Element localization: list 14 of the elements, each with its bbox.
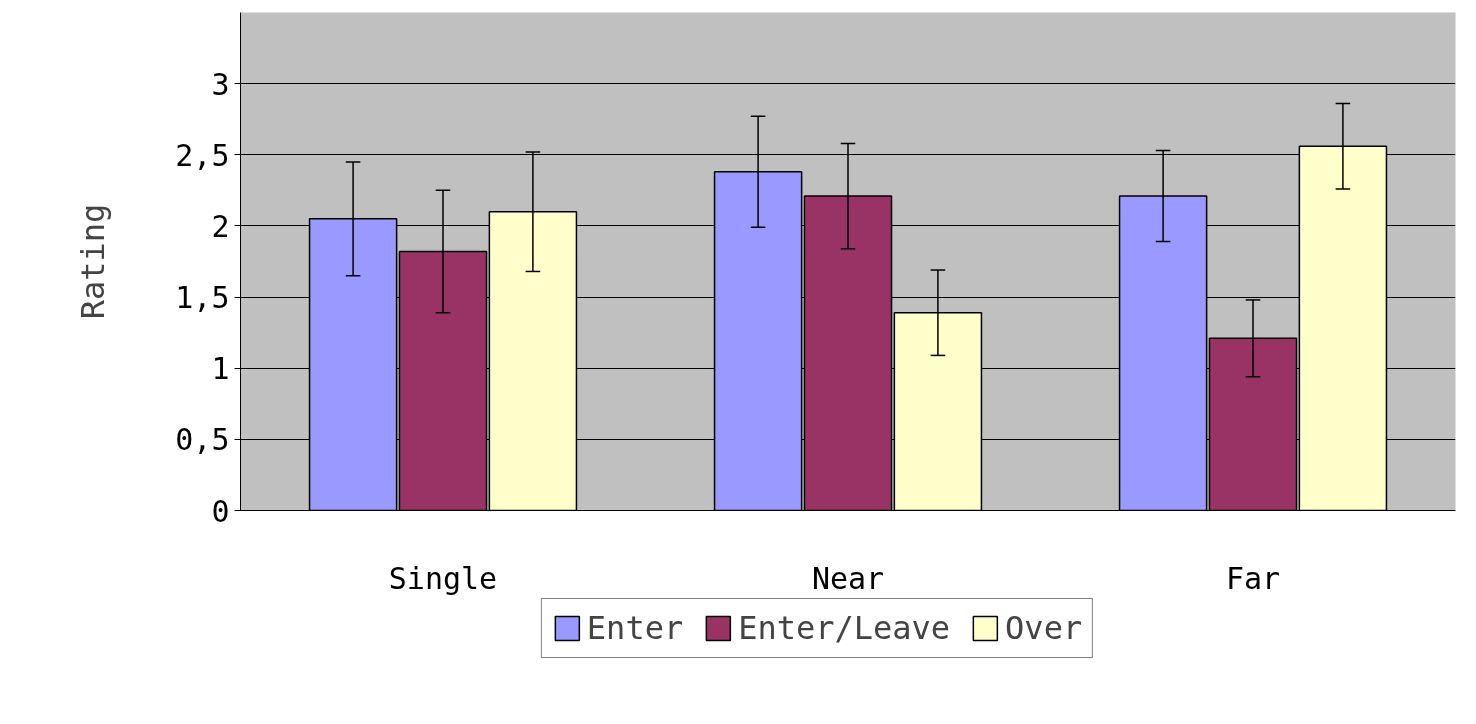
- y-axis-title: Rating: [74, 203, 113, 320]
- y-tick-label: 1,5: [175, 280, 230, 316]
- x-tick-label: Near: [811, 560, 885, 596]
- y-tick-label: 2,5: [175, 137, 230, 173]
- y-tick-label: 2: [211, 208, 230, 244]
- y-tick-label: 0,5: [175, 422, 230, 458]
- x-tick-label: Single: [388, 560, 498, 596]
- legend-label: Enter: [586, 609, 684, 647]
- y-tick-label: 0: [211, 493, 230, 529]
- legend-label: Over: [1005, 609, 1083, 647]
- y-tick-label: 3: [211, 66, 230, 102]
- legend-label: Enter/Leave: [738, 609, 951, 647]
- x-tick-label: Far: [1225, 560, 1281, 596]
- y-tick-label: 1: [211, 351, 230, 387]
